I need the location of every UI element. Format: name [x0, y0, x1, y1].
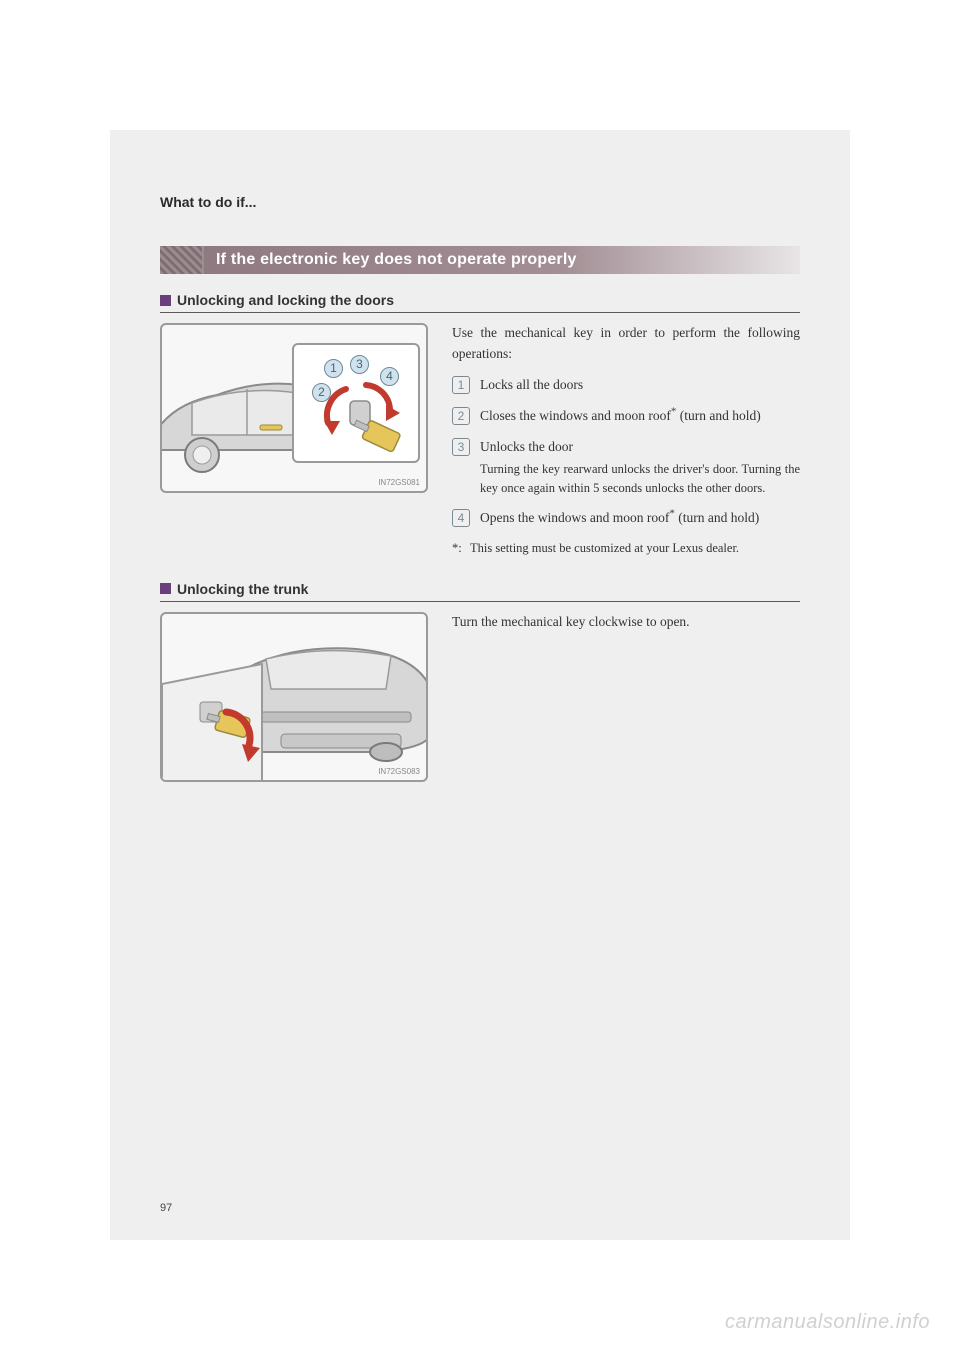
- step-4: 4 Opens the windows and moon roof* (turn…: [452, 508, 800, 529]
- subheading-trunk-text: Unlocking the trunk: [177, 581, 308, 597]
- figure-trunk: IN72GS083: [160, 612, 428, 782]
- step-3-number: 3: [452, 438, 470, 456]
- step-1: 1 Locks all the doors: [452, 375, 800, 396]
- step-2-number: 2: [452, 407, 470, 425]
- trunk-key-icon: [162, 614, 428, 782]
- figure-doors-caption: IN72GS081: [378, 478, 420, 487]
- subheading-doors: Unlocking and locking the doors: [160, 292, 800, 313]
- marker-3-icon: 3: [350, 355, 369, 374]
- figure-doors-inset: 1 3 2 4: [292, 343, 420, 463]
- step-1-text: Locks all the doors: [480, 377, 583, 392]
- step-2-paren: (turn and hold): [680, 408, 761, 423]
- square-bullet-icon: [160, 583, 171, 594]
- page-number: 97: [160, 1202, 172, 1214]
- banner-title: If the electronic key does not operate p…: [204, 246, 800, 274]
- square-bullet-icon: [160, 295, 171, 306]
- step-2: 2 Closes the windows and moon roof* (tur…: [452, 406, 800, 427]
- subheading-doors-text: Unlocking and locking the doors: [177, 292, 394, 308]
- breadcrumb: What to do if...: [160, 194, 800, 210]
- figure-doors-box: 1 3 2 4 IN72GS081: [160, 323, 428, 493]
- footnote-text: This setting must be customized at your …: [470, 539, 739, 558]
- marker-2-icon: 2: [312, 383, 331, 402]
- section2-text: Turn the mechanical key clockwise to ope…: [452, 612, 800, 782]
- step-4-number: 4: [452, 509, 470, 527]
- figure-trunk-box: IN72GS083: [160, 612, 428, 782]
- banner-texture: [160, 246, 204, 274]
- step-2-text: Closes the windows and moon roof: [480, 408, 671, 423]
- step-3-subtext: Turning the key rearward unlocks the dri…: [480, 460, 800, 499]
- watermark: carmanualsonline.info: [725, 1311, 930, 1334]
- step-1-number: 1: [452, 376, 470, 394]
- section1-intro: Use the mechanical key in order to perfo…: [452, 323, 800, 365]
- section2-row: IN72GS083 Turn the mechanical key clockw…: [160, 612, 800, 782]
- star-icon: *: [669, 508, 675, 520]
- subheading-trunk: Unlocking the trunk: [160, 581, 800, 602]
- marker-4-icon: 4: [380, 367, 399, 386]
- step-3: 3 Unlocks the door Turning the key rearw…: [452, 437, 800, 499]
- step-3-text: Unlocks the door: [480, 437, 800, 458]
- section1-text: Use the mechanical key in order to perfo…: [452, 323, 800, 559]
- footnote-star: *:: [452, 539, 464, 558]
- footnote: *: This setting must be customized at yo…: [452, 539, 800, 558]
- marker-1-icon: 1: [324, 359, 343, 378]
- step-4-paren: (turn and hold): [678, 510, 759, 525]
- figure-trunk-caption: IN72GS083: [378, 767, 420, 776]
- section1-row: 1 3 2 4 IN72GS081 Use the mechanical key…: [160, 323, 800, 559]
- star-icon: *: [671, 405, 677, 417]
- section2-body: Turn the mechanical key clockwise to ope…: [452, 612, 800, 633]
- step-4-text: Opens the windows and moon roof: [480, 510, 669, 525]
- figure-doors: 1 3 2 4 IN72GS081: [160, 323, 428, 559]
- section-banner: If the electronic key does not operate p…: [160, 246, 800, 274]
- page: What to do if... If the electronic key d…: [110, 130, 850, 1240]
